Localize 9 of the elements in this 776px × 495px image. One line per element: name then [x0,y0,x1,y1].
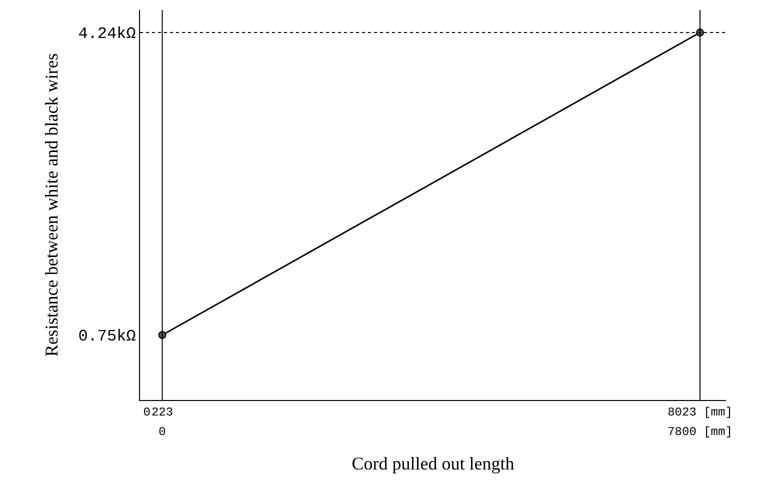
x2-tick-label: 7800 [mm] [668,425,732,439]
x-tick-label: 8023 [mm] [668,405,732,420]
y-tick-label: 0.75kΩ [78,328,136,346]
x-axis-title: Cord pulled out length [352,454,514,474]
y-axis-title: Resistance between white and black wires [41,53,62,357]
x-tick-label: 0 [143,405,150,420]
x2-tick-label: 0 [158,425,166,439]
x-tick-label: 223 [151,405,174,420]
y-tick-label: 4.24kΩ [78,25,136,44]
